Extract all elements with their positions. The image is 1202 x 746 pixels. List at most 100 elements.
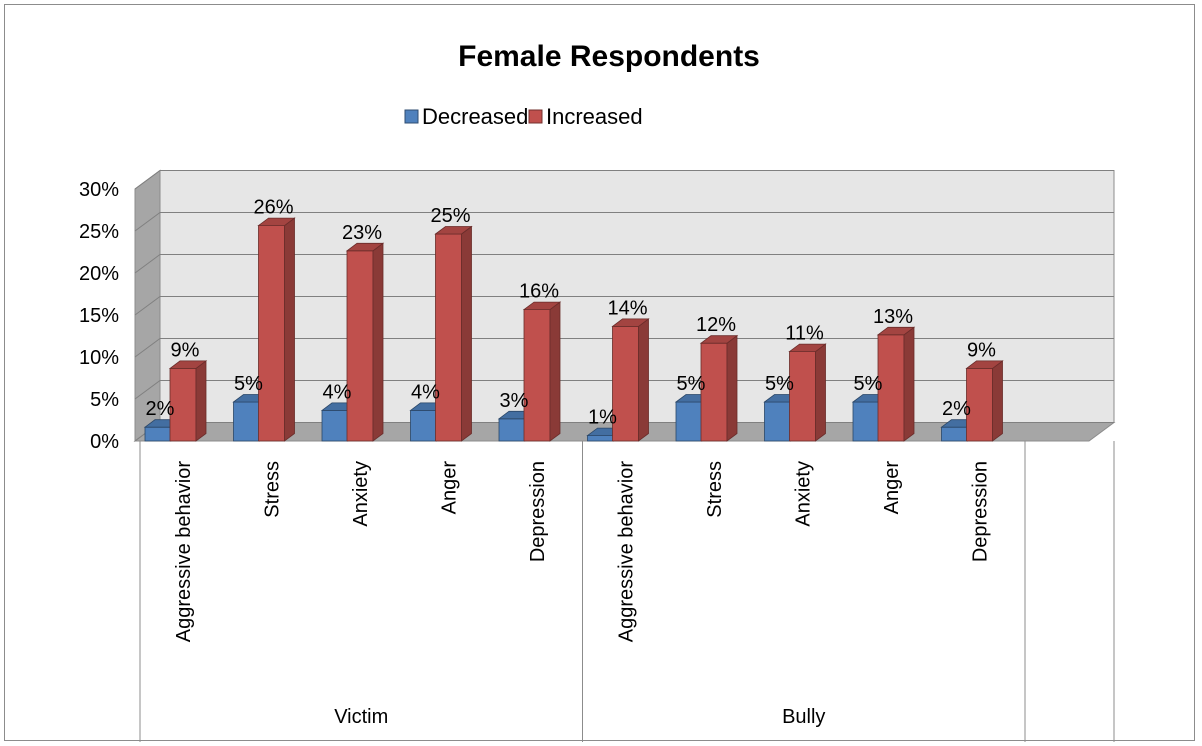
data-label-decreased-1: 2%: [146, 398, 175, 420]
bar-increased-3: [345, 242, 385, 442]
bar-front: [169, 367, 197, 442]
legend-label-increased: Increased: [546, 104, 643, 129]
y-tick-label: 10%: [79, 347, 119, 369]
y-axis-ticks: 0% 5% 10% 15% 20% 25% 30%: [79, 179, 119, 453]
bar-front: [258, 225, 285, 442]
bar-front: [587, 435, 614, 442]
bar-front: [498, 418, 526, 442]
data-label-decreased-9: 5%: [854, 373, 883, 395]
data-label-increased-8: 11%: [785, 323, 824, 345]
data-label-increased-1: 9%: [171, 339, 200, 361]
data-label-increased-2: 26%: [253, 197, 293, 219]
legend: Decreased Increased: [404, 104, 643, 129]
data-label-decreased-3: 4%: [323, 381, 352, 403]
bar-increased-5: [522, 301, 562, 442]
category-label: Anxiety: [793, 461, 815, 527]
chart-title: Female Respondents: [458, 40, 760, 73]
category-label: Stress: [704, 461, 726, 518]
bar-top: [522, 301, 562, 311]
category-label: Anxiety: [350, 461, 372, 527]
bar-side: [992, 360, 1003, 442]
bar-front: [789, 351, 816, 442]
data-labels: 2% 9% 5% 26% 4% 23% 4% 25% 3% 16% 1% 14% 5% 12% 5% 11% 5…: [146, 197, 997, 429]
gridline: [134, 338, 1114, 358]
bar-front: [612, 325, 639, 442]
bar-increased-9: [876, 326, 916, 442]
bar-side: [461, 225, 472, 442]
data-label-increased-7: 12%: [696, 314, 736, 336]
gridline: [134, 254, 1114, 274]
bar-top: [699, 335, 739, 344]
group-label: Bully: [782, 706, 825, 728]
group-label: Victim: [334, 706, 388, 728]
bar-side: [284, 217, 295, 442]
legend-swatch-increased: [528, 109, 543, 124]
bar-increased-8: [788, 343, 827, 442]
bar-top: [345, 242, 385, 252]
bar-front: [764, 401, 791, 442]
bar-front: [700, 342, 728, 442]
bar-front: [675, 401, 703, 442]
y-tick-label: 15%: [79, 305, 119, 327]
data-label-decreased-4: 4%: [411, 381, 440, 403]
bar-top: [168, 360, 208, 369]
bars: [143, 217, 1004, 442]
bar-increased-1: [168, 360, 208, 442]
gridline: [134, 296, 1114, 316]
chart-svg: Female Respondents Decreased Increased 0%…: [79, 40, 1116, 742]
data-label-decreased-5: 3%: [500, 390, 529, 412]
bar-top: [611, 318, 650, 327]
bar-front: [435, 233, 462, 442]
data-label-decreased-7: 5%: [677, 373, 706, 395]
category-label: Depression: [970, 461, 992, 562]
y-tick-label: 30%: [79, 179, 119, 201]
y-tick-label: 20%: [79, 263, 119, 285]
bar-top: [965, 360, 1004, 369]
category-label: Aggressive behavior: [173, 461, 195, 643]
data-label-decreased-10: 2%: [942, 398, 971, 420]
legend-label-decreased: Decreased: [422, 104, 528, 129]
bar-front: [523, 309, 551, 442]
y-tick-label: 0%: [90, 431, 119, 453]
category-label: Depression: [527, 461, 549, 562]
category-label: Anger: [881, 461, 903, 515]
bar-front: [852, 401, 880, 442]
bar-front: [346, 250, 374, 442]
bar-top: [257, 217, 296, 227]
data-label-decreased-2: 5%: [234, 373, 263, 395]
gridline: [134, 170, 1114, 190]
data-label-increased-5: 16%: [519, 281, 559, 303]
bar-top: [788, 343, 827, 353]
bar-side: [903, 326, 915, 442]
y-tick-label: 5%: [90, 389, 119, 411]
bar-side: [549, 301, 561, 442]
bar-front: [941, 426, 968, 442]
bar-top: [876, 326, 916, 336]
data-label-increased-6: 14%: [607, 297, 647, 319]
category-label: Anger: [439, 461, 461, 515]
bar-side: [195, 360, 207, 442]
bar-side: [638, 318, 649, 442]
bar-front: [410, 409, 437, 442]
data-label-increased-9: 13%: [873, 306, 913, 328]
gridline: [134, 212, 1114, 232]
bar-front: [321, 409, 349, 442]
bar-increased-7: [699, 334, 739, 442]
bar-increased-6: [611, 318, 650, 442]
data-label-decreased-8: 5%: [765, 373, 794, 395]
y-tick-label: 25%: [79, 221, 119, 243]
bar-side: [372, 242, 384, 442]
bar-front: [233, 401, 260, 442]
chart-frame: Female Respondents Decreased Increased 0%…: [4, 4, 1195, 742]
category-label: Aggressive behavior: [616, 461, 638, 643]
data-label-increased-3: 23%: [342, 222, 382, 244]
bar-side: [726, 334, 738, 442]
bar-side: [815, 343, 826, 442]
category-label: Stress: [262, 461, 284, 518]
data-label-increased-10: 9%: [967, 339, 996, 361]
bar-increased-4: [434, 225, 473, 442]
bar-increased-2: [257, 217, 296, 442]
data-label-increased-4: 25%: [430, 205, 470, 227]
x-axis: Aggressive behavior Stress Anxiety Anger Dep…: [139, 441, 1115, 742]
data-label-decreased-6: 1%: [588, 407, 617, 429]
